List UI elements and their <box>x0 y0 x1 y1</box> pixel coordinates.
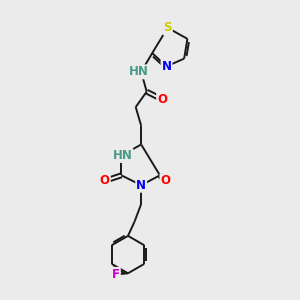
Text: F: F <box>112 268 120 281</box>
Text: HN: HN <box>129 65 149 78</box>
Text: O: O <box>157 93 167 106</box>
Text: O: O <box>100 174 110 187</box>
Text: S: S <box>164 21 172 34</box>
Text: N: N <box>136 179 146 192</box>
Text: HN: HN <box>112 149 132 162</box>
Text: O: O <box>160 174 170 187</box>
Text: N: N <box>161 60 172 73</box>
